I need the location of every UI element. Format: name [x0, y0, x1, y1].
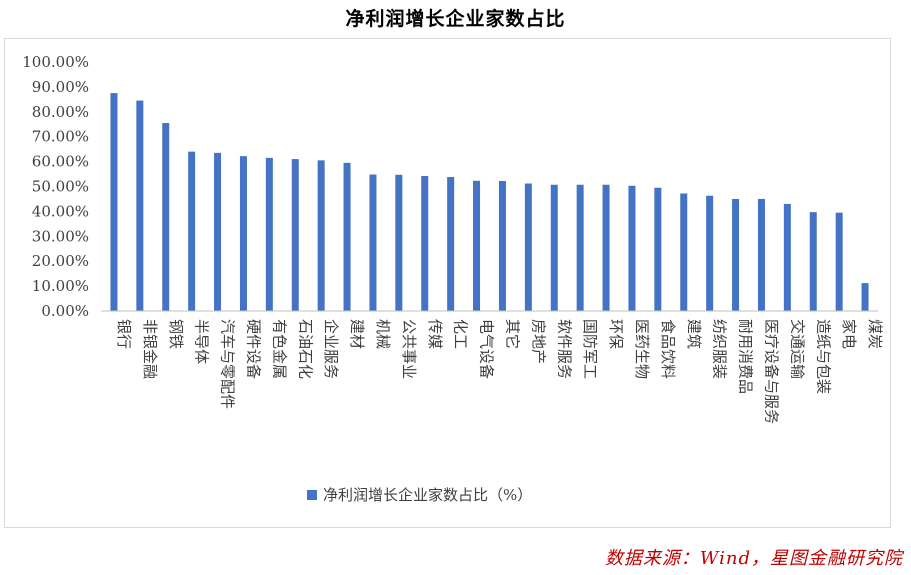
bar — [835, 212, 843, 311]
y-tick-label: 40.00% — [32, 202, 89, 220]
x-tick-label: 钢铁 — [167, 319, 185, 349]
bar — [783, 203, 791, 311]
y-tick-label: 80.00% — [32, 103, 89, 121]
y-tick-label: 90.00% — [32, 78, 89, 96]
bar — [473, 180, 481, 311]
x-tick-label: 耐用消费品 — [737, 319, 755, 394]
y-tick-label: 50.00% — [32, 178, 89, 196]
x-tick-label: 家电 — [840, 319, 858, 349]
x-tick-label: 企业服务 — [322, 319, 340, 379]
bar — [265, 157, 273, 311]
bar — [602, 184, 610, 311]
x-tick-label: 电气设备 — [478, 319, 496, 379]
bar — [291, 159, 299, 311]
bar-series — [110, 93, 869, 311]
bar — [524, 183, 532, 311]
chart-title: 净利润增长企业家数占比 — [345, 8, 566, 30]
y-tick-label: 0.00% — [41, 302, 89, 320]
y-tick-label: 20.00% — [32, 252, 89, 270]
bar — [498, 181, 506, 311]
bar — [809, 212, 817, 311]
x-tick-label: 医药生物 — [633, 319, 651, 379]
x-tick-label: 环保 — [607, 319, 625, 349]
x-tick-label: 硬件设备 — [244, 319, 262, 379]
bar — [732, 198, 740, 311]
x-tick-label: 银行 — [115, 319, 133, 349]
bar — [628, 185, 636, 311]
x-tick-label: 房地产 — [529, 319, 547, 364]
legend-label: 净利润增长企业家数占比（%） — [323, 486, 532, 504]
bar — [214, 152, 222, 311]
y-tick-label: 100.00% — [22, 53, 89, 71]
bar-chart: 0.00% 10.00% 20.00% 30.00% 40.00% 50.00% 60.00… — [22, 53, 884, 504]
source-note: 数据来源：Wind，星图金融研究院 — [604, 548, 903, 569]
x-axis-labels: 银行 非银金融 钢铁 半导体 汽车与零配件 硬件设备 有色金属 石油石化 企业服务 建材 机械 公共事… — [115, 319, 884, 424]
bar — [757, 198, 765, 311]
y-tick-label: 60.00% — [32, 153, 89, 171]
x-tick-label: 半导体 — [193, 319, 211, 364]
bar — [680, 193, 688, 311]
x-tick-label: 石油石化 — [296, 319, 314, 379]
x-tick-label: 传媒 — [426, 319, 444, 349]
x-tick-label: 软件服务 — [555, 319, 573, 379]
legend-swatch — [307, 490, 317, 500]
x-tick-label: 化工 — [452, 319, 470, 349]
x-tick-label: 其它 — [503, 319, 521, 349]
bar — [369, 174, 377, 311]
x-tick-label: 汽车与零配件 — [219, 319, 237, 409]
bar — [136, 100, 144, 311]
bar — [110, 93, 118, 311]
y-tick-label: 70.00% — [32, 128, 89, 146]
bar — [576, 184, 584, 311]
x-tick-label: 医疗设备与服务 — [762, 319, 780, 424]
bar — [654, 187, 662, 311]
y-tick-label: 10.00% — [32, 277, 89, 295]
x-tick-label: 国防军工 — [581, 319, 599, 379]
y-tick-label: 30.00% — [32, 227, 89, 245]
chart-area: 0.00% 10.00% 20.00% 30.00% 40.00% 50.00% 60.00… — [4, 38, 891, 528]
y-axis: 0.00% 10.00% 20.00% 30.00% 40.00% 50.00% 60.00… — [22, 53, 89, 320]
x-tick-label: 建筑 — [685, 319, 703, 349]
bar — [447, 177, 455, 311]
x-tick-label: 纺织服装 — [711, 319, 729, 379]
x-tick-label: 公共事业 — [400, 319, 418, 379]
bar — [550, 184, 558, 311]
bar — [188, 151, 196, 311]
bar — [162, 123, 170, 311]
bar — [421, 176, 429, 311]
x-tick-label: 机械 — [374, 319, 392, 349]
x-tick-label: 食品饮料 — [659, 319, 677, 379]
legend: 净利润增长企业家数占比（%） — [307, 486, 532, 504]
x-tick-label: 煤炭 — [866, 319, 884, 349]
bar — [239, 156, 247, 311]
bar — [706, 195, 714, 311]
x-tick-label: 造纸与包装 — [814, 319, 832, 394]
bar — [343, 162, 351, 311]
bar — [317, 160, 325, 311]
x-tick-label: 建材 — [348, 319, 366, 349]
x-tick-label: 交通运输 — [788, 319, 806, 379]
bar — [861, 283, 869, 311]
x-tick-label: 有色金属 — [270, 319, 288, 379]
x-tick-label: 非银金融 — [141, 319, 159, 379]
bar — [395, 174, 403, 311]
